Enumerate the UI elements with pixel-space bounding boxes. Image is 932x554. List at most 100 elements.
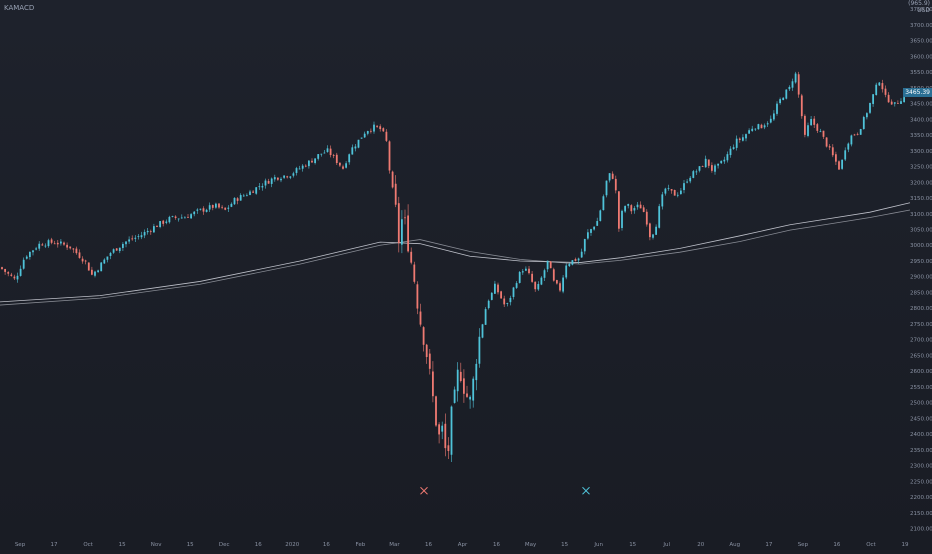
candle-body (639, 204, 642, 209)
candle-body (295, 168, 298, 173)
candle-body (531, 273, 533, 282)
candle-body (621, 210, 623, 228)
candle-body (481, 324, 484, 338)
y-tick-label: 2350.00 (910, 448, 932, 454)
candle-body (137, 236, 140, 238)
candle-body (301, 165, 304, 169)
candle-body (277, 177, 279, 180)
candle-body (345, 163, 347, 168)
candle-body (503, 298, 506, 305)
y-tick-label: 2550.00 (910, 385, 932, 391)
candle-body (122, 243, 124, 248)
candle-body (562, 277, 564, 292)
candle-body (190, 214, 192, 219)
y-tick-label: 2450.00 (910, 416, 932, 422)
candle-body (416, 284, 419, 309)
candle-body (614, 178, 617, 191)
candle-body (382, 128, 385, 132)
candle-body (853, 134, 856, 136)
candle-body (509, 297, 512, 303)
candle-body (283, 175, 285, 178)
candle-body (168, 216, 171, 223)
candle-body (866, 113, 868, 118)
candle-body (862, 117, 865, 130)
candle-body (35, 248, 37, 250)
candle-body (704, 158, 707, 168)
candle-body (850, 135, 853, 145)
candle-body (670, 189, 673, 191)
candle-body (13, 276, 16, 279)
x-tick-label: Sep (798, 542, 809, 548)
candle-body (428, 353, 431, 369)
candle-body (549, 261, 552, 269)
candle-body (453, 389, 456, 403)
y-tick-label: 2750.00 (910, 322, 932, 328)
candle-body (280, 178, 282, 181)
candle-body (63, 242, 65, 245)
candle-body (432, 371, 434, 397)
y-tick-label: 2250.00 (910, 479, 932, 485)
candle-body (484, 309, 487, 325)
candle-body (859, 129, 862, 135)
candle-body (140, 235, 143, 238)
candle-body (404, 217, 406, 219)
x-tick-label: Jul (662, 542, 670, 548)
candle-body (159, 221, 161, 227)
cross-marker (582, 486, 590, 495)
y-tick-label: 2850.00 (910, 290, 932, 296)
x-tick-label: 20 (697, 542, 704, 548)
candle-body (497, 284, 499, 293)
candle-body (633, 208, 636, 211)
candle-body (360, 137, 363, 139)
candle-body (171, 215, 174, 217)
y-tick-label: 2900.00 (910, 275, 932, 281)
x-tick-label: 16 (493, 542, 500, 548)
y-tick-label: 2100.00 (910, 527, 932, 533)
candle-body (512, 287, 515, 297)
candle-body (208, 205, 211, 210)
candle-body (627, 204, 630, 206)
candle-body (757, 124, 760, 130)
candle-body (856, 133, 859, 135)
candle-body (286, 176, 289, 178)
candle-body (75, 248, 78, 254)
candle-body (500, 291, 502, 299)
candle-body (525, 268, 527, 271)
candle-body (348, 154, 351, 163)
candle-body (540, 277, 543, 285)
candle-body (72, 248, 75, 250)
candle-body (574, 259, 577, 261)
x-tick-label: 15 (119, 542, 126, 548)
candle-body (131, 238, 134, 240)
candle-body (689, 177, 692, 182)
candle-body (813, 118, 816, 125)
candle-body (1, 267, 3, 270)
candle-body (543, 270, 546, 278)
x-tick-label: Nov (151, 542, 162, 548)
candle-body (44, 245, 47, 247)
y-tick-label: 2150.00 (910, 511, 932, 517)
candle-body (84, 260, 87, 262)
x-tick-label: 2020 (285, 542, 299, 548)
candle-body (732, 147, 735, 149)
candle-body (320, 153, 323, 155)
candle-body (506, 303, 509, 304)
candle-body (800, 95, 803, 117)
candle-body (738, 138, 741, 140)
candle-body (252, 191, 254, 193)
candle-body (230, 203, 233, 207)
candle-body (335, 154, 338, 164)
symbol-label: (965.9) (908, 0, 930, 7)
candle-body (264, 180, 267, 186)
candle-body (819, 131, 822, 133)
x-tick-label: Oct (83, 542, 93, 548)
candle-body (580, 251, 583, 258)
candle-body (763, 125, 766, 128)
x-tick-label: 16 (323, 542, 330, 548)
candle-body (766, 123, 769, 125)
x-tick-label: Apr (458, 542, 468, 548)
candle-body (680, 190, 682, 194)
candle-body (897, 103, 899, 104)
